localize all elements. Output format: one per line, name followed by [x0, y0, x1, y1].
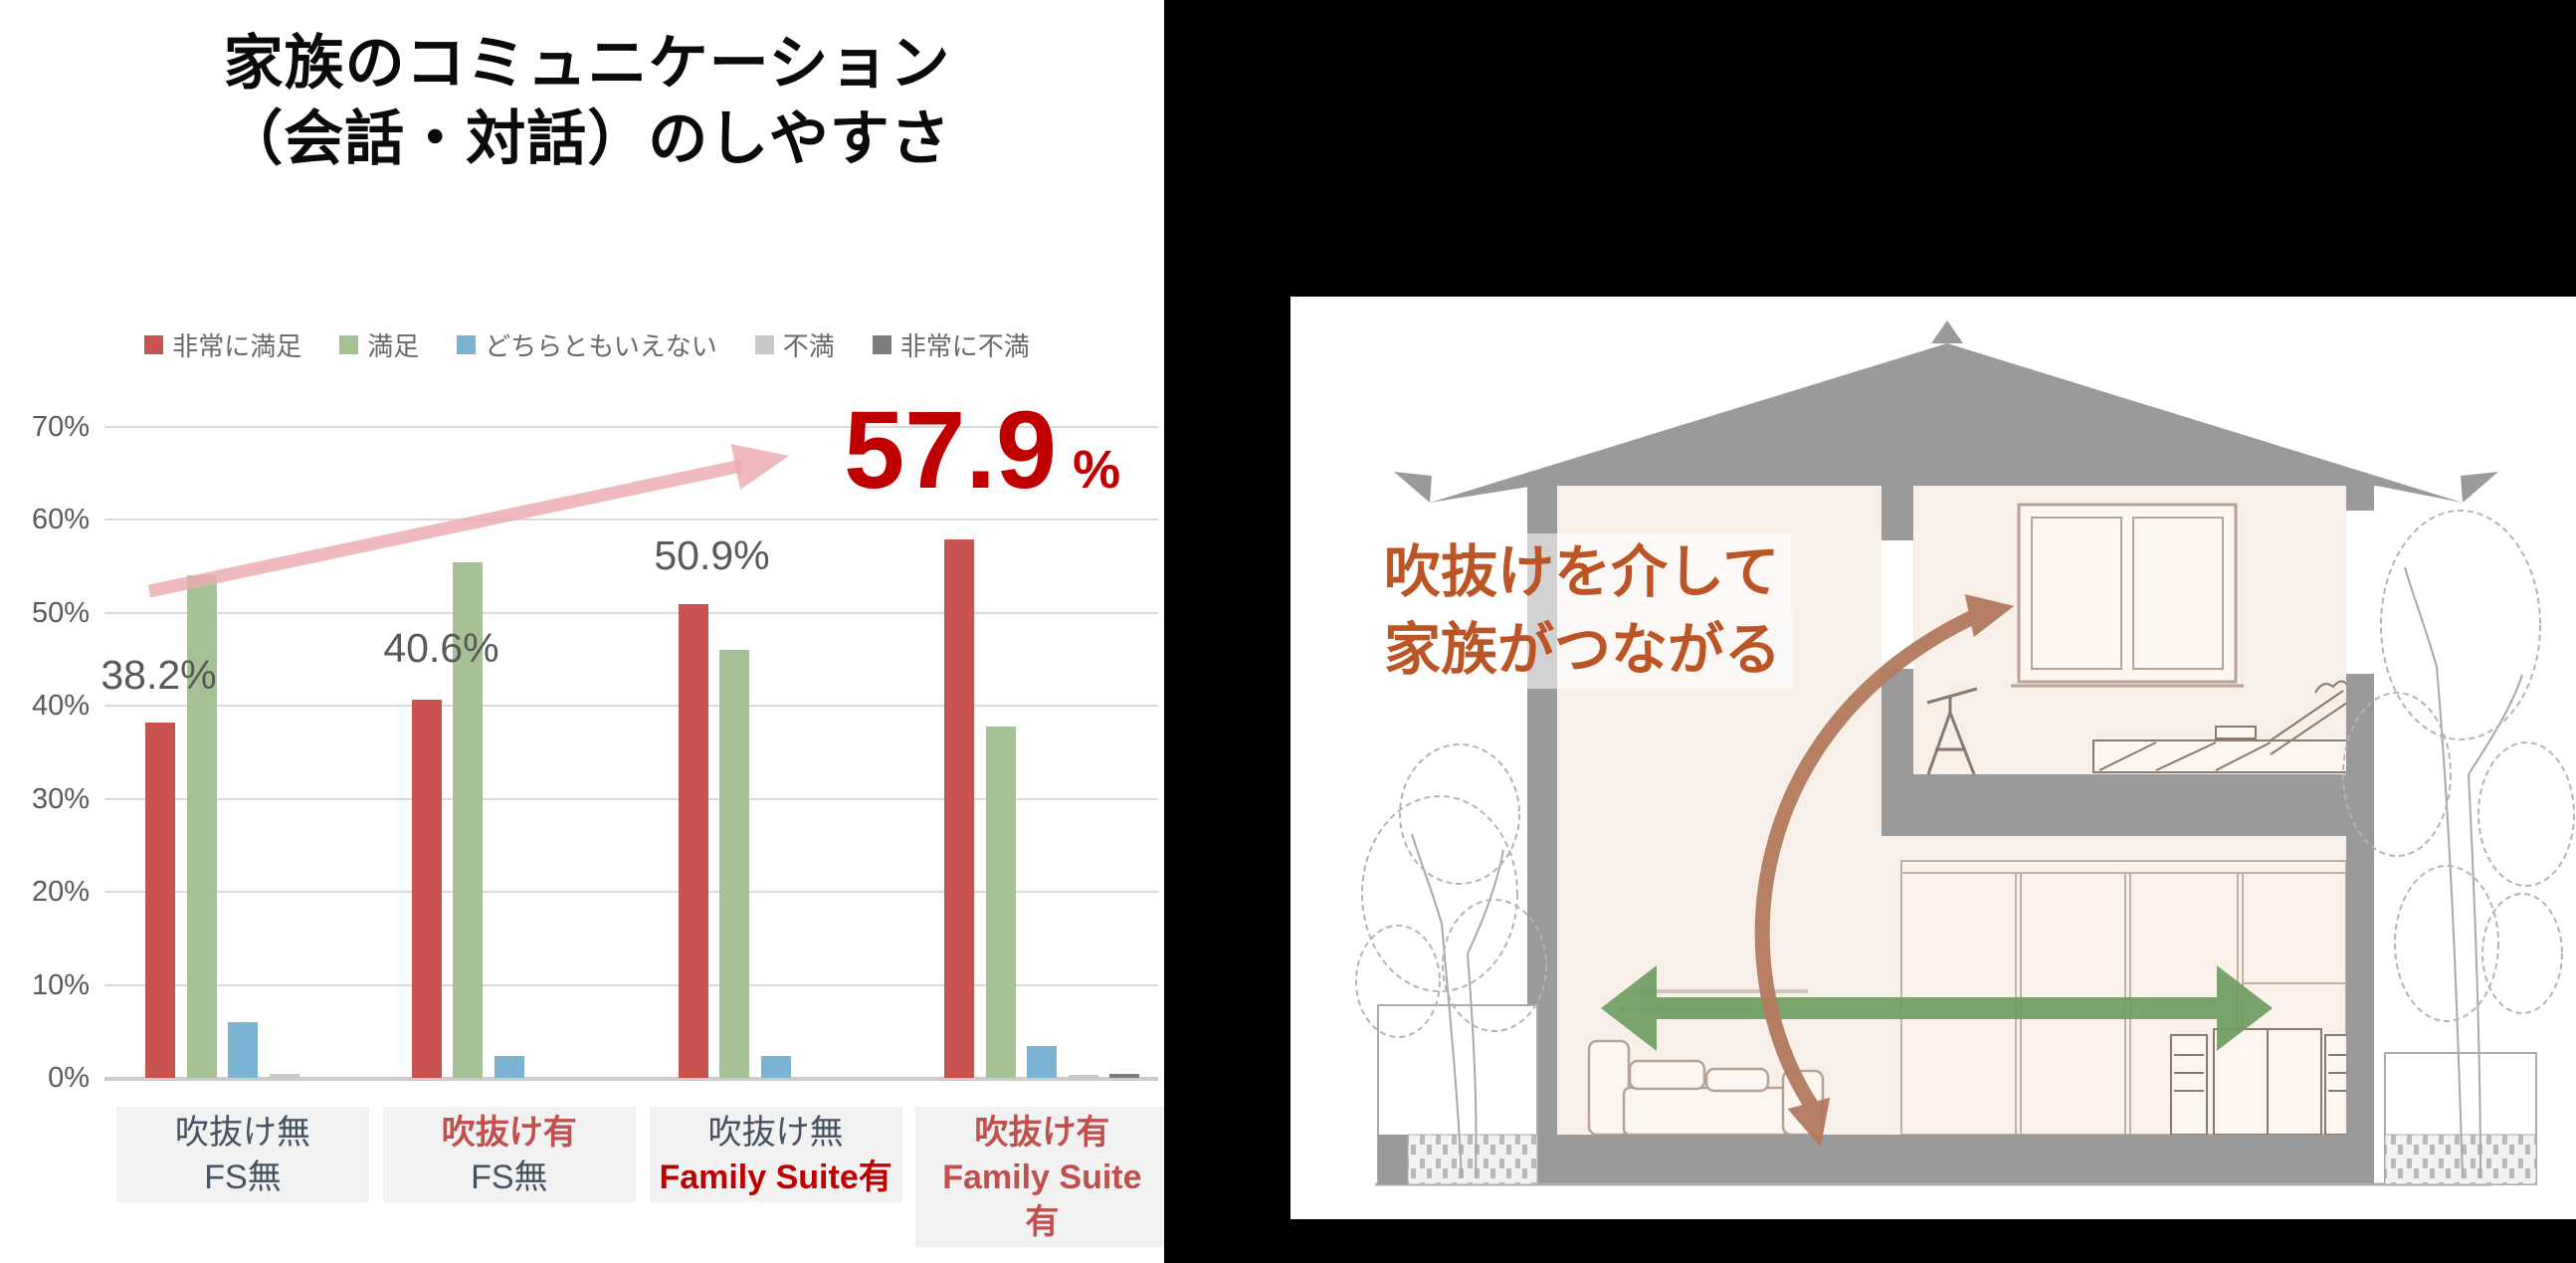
legend-label: どちらともいえない — [485, 331, 717, 361]
y-tick-label: 10% — [31, 968, 90, 1001]
category-label: 吹抜け有 Family Suite 有 — [915, 1107, 1164, 1247]
highlight-number: 57.9 — [844, 389, 1058, 512]
chart-section: 家族のコミュニケーション （会話・対話）のしやすさ 非常に満足 満足 どちらともいえ… — [0, 0, 1164, 1263]
bar — [269, 1074, 299, 1078]
illustration-caption: 吹抜けを介して 家族がつながる — [1372, 533, 1793, 690]
dining-set — [2170, 1028, 2360, 1136]
bar — [719, 649, 750, 1078]
bar — [145, 722, 175, 1078]
chart-title-line1: 家族のコミュニケーション — [223, 30, 951, 97]
highlight-unit: % — [1073, 440, 1121, 500]
y-tick-label: 20% — [31, 876, 90, 908]
category-label-line: 有 — [1025, 1203, 1060, 1241]
telescope — [1926, 687, 1978, 775]
void-divider-wall-bottom — [1882, 669, 1913, 774]
right-tree — [2342, 510, 2575, 1179]
highlight-value: 57.9 % — [844, 396, 1120, 506]
gridline — [104, 891, 1158, 893]
bar-value-label: 38.2% — [100, 652, 217, 698]
bedroom-window — [2011, 503, 2244, 688]
category-label: 吹抜け無 FS無 — [116, 1107, 369, 1202]
legend-label: 満足 — [367, 331, 420, 361]
bar — [411, 700, 442, 1078]
bar — [186, 575, 217, 1078]
right-wall-window-gap — [2346, 511, 2374, 674]
bar — [494, 1056, 524, 1078]
y-tick-label: 30% — [31, 782, 90, 815]
bar — [1109, 1074, 1140, 1078]
legend-item: どちらともいえない — [457, 326, 717, 363]
legend-item: 非常に満足 — [144, 326, 301, 363]
category-label-line: Family Suite — [942, 1158, 1142, 1196]
y-tick-label: 50% — [31, 596, 90, 629]
category-label-line: FS無 — [204, 1158, 282, 1196]
category-label-line: Family Suite有 — [659, 1158, 892, 1196]
legend-item: 不満 — [754, 326, 835, 363]
right-planter — [2384, 1052, 2537, 1185]
y-tick-label: 60% — [31, 504, 90, 535]
bar-value-label: 50.9% — [654, 532, 770, 578]
gridline — [104, 519, 1158, 521]
y-tick-label: 40% — [31, 690, 90, 722]
legend-item: 満足 — [339, 326, 419, 363]
house-illustration — [1355, 320, 2575, 1186]
bar — [453, 562, 484, 1078]
second-floor-slab — [1882, 774, 2346, 836]
bar — [985, 726, 1016, 1078]
chart-title: 家族のコミュニケーション （会話・対話）のしやすさ — [0, 26, 1164, 177]
bed — [2092, 680, 2351, 773]
chart-title-line2: （会話・対話）のしやすさ — [223, 105, 951, 173]
category-label-line: 吹抜け有 — [974, 1114, 1110, 1152]
roof — [1394, 320, 2498, 503]
category-label: 吹抜け有 FS無 — [382, 1107, 636, 1202]
legend-item: 非常に不満 — [872, 326, 1030, 363]
legend-label: 不満 — [782, 331, 835, 361]
gridline — [104, 797, 1158, 800]
gridline — [104, 611, 1158, 614]
category-label-line: 吹抜け無 — [175, 1114, 310, 1152]
bar — [228, 1021, 258, 1078]
category-label: 吹抜け無 Family Suite有 — [649, 1107, 902, 1202]
legend-label: 非常に不満 — [899, 331, 1030, 361]
bar — [1068, 1075, 1098, 1078]
y-tick-label: 70% — [31, 410, 90, 443]
legend-swatch — [872, 335, 892, 354]
category-label-line: 吹抜け無 — [707, 1114, 844, 1152]
legend-swatch — [339, 335, 359, 354]
caption-line1: 吹抜けを介して — [1372, 533, 1792, 612]
bar-value-label: 40.6% — [383, 625, 499, 671]
gridline — [104, 983, 1158, 986]
bar — [944, 538, 975, 1078]
bar — [678, 604, 708, 1078]
legend-swatch — [754, 335, 774, 354]
left-tree — [1355, 743, 1547, 1179]
bar — [1027, 1046, 1058, 1078]
left-planter — [1377, 1004, 1538, 1185]
category-label-line: FS無 — [471, 1158, 548, 1196]
gridline — [104, 425, 1158, 428]
chart-legend: 非常に満足 満足 どちらともいえない 不満 非常に不満 — [0, 326, 1164, 363]
void-connection-arrow — [1754, 593, 2015, 1148]
house-cross-section-image — [1290, 297, 2576, 1219]
bar — [760, 1055, 791, 1078]
foundation — [1527, 1135, 2374, 1184]
legend-swatch — [457, 335, 477, 354]
gridline — [104, 705, 1158, 707]
y-tick-label: 0% — [48, 1062, 90, 1094]
gridline — [104, 1077, 1158, 1081]
legend-label: 非常に満足 — [172, 331, 302, 361]
floor-connection-arrow — [1601, 965, 2273, 1051]
legend-swatch — [144, 335, 164, 354]
void-divider-wall-top — [1882, 486, 1913, 540]
caption-line2: 家族がつながる — [1372, 611, 1793, 690]
category-label-line: 吹抜け有 — [441, 1114, 577, 1152]
